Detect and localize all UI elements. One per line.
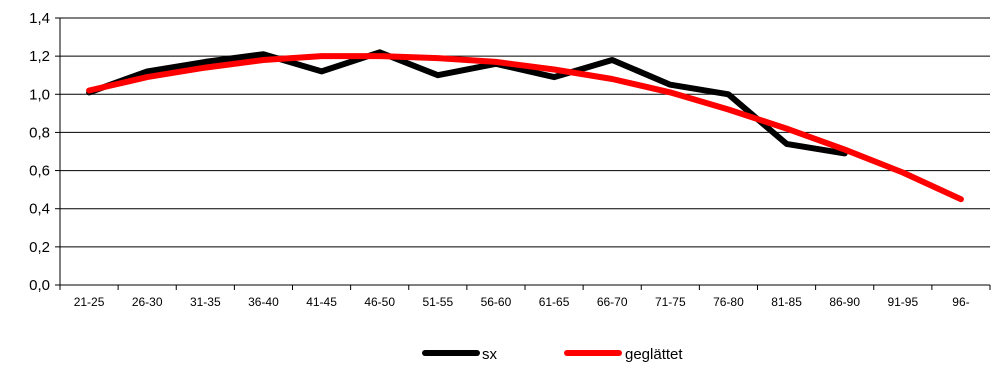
legend-label: geglättet: [625, 346, 683, 363]
x-tick-label: 41-45: [306, 295, 337, 309]
legend: sx geglättet: [422, 346, 683, 363]
grid-lines: [60, 17, 990, 248]
y-axis-ticks: 0,0 0,2 0,4 0,6 0,8 1,0 1,2 1,4: [29, 10, 60, 294]
x-tick-label: 91-95: [887, 295, 918, 309]
series-line-sx: [86, 49, 848, 157]
x-tick-label: 56-60: [481, 295, 512, 309]
y-tick-label: 0,2: [29, 239, 50, 256]
y-tick-label: 0,6: [29, 163, 50, 180]
y-tick-label: 1,2: [29, 48, 50, 65]
x-tick-label: 71-75: [655, 295, 686, 309]
y-tick-label: 0,4: [29, 201, 50, 218]
y-tick-label: 1,4: [29, 10, 50, 27]
x-tick-label: 61-65: [539, 295, 570, 309]
series-lines: [86, 49, 964, 203]
x-tick-label: 26-30: [132, 295, 163, 309]
x-tick-label: 86-90: [829, 295, 860, 309]
x-tick-label: 66-70: [597, 295, 628, 309]
x-tick-label: 76-80: [713, 295, 744, 309]
x-tick-label: 81-85: [771, 295, 802, 309]
x-tick-label: 96-: [952, 295, 969, 309]
x-tick-label: 31-35: [190, 295, 221, 309]
legend-label: sx: [482, 346, 498, 363]
x-tick-label: 46-50: [364, 295, 395, 309]
y-tick-label: 0,8: [29, 124, 50, 141]
series-line-geglaettet: [86, 53, 964, 203]
x-axis-ticks: 21-25 26-30 31-35 36-40 41-45 46-50 51-55 56-60…: [59, 285, 991, 309]
x-tick-label: 36-40: [248, 295, 279, 309]
y-tick-label: 1,0: [29, 86, 50, 103]
x-tick-label: 51-55: [422, 295, 453, 309]
y-tick-label: 0,0: [29, 277, 50, 294]
x-tick-label: 21-25: [74, 295, 105, 309]
